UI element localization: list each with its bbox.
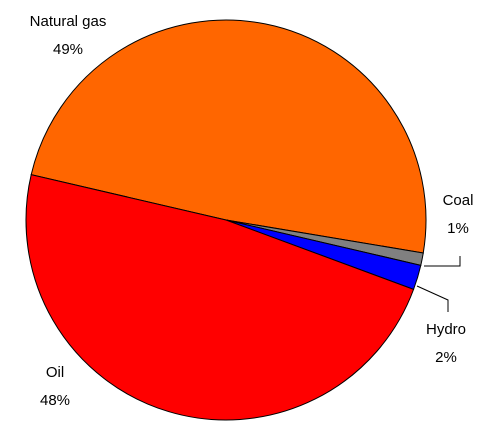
slice-label: Coal [443,192,474,209]
slice-value-label: 48% [40,392,70,409]
slice-value-label: 2% [435,349,457,366]
pie-slice [25,174,415,421]
slice-value-label: 49% [53,41,83,58]
slice-label: Oil [46,364,64,381]
pie-slice [30,19,427,254]
slice-value-label: 1% [447,220,469,237]
slice-label: Hydro [426,321,466,338]
leader-line [424,256,461,267]
leader-line [416,285,449,312]
slice-label: Natural gas [30,13,107,30]
